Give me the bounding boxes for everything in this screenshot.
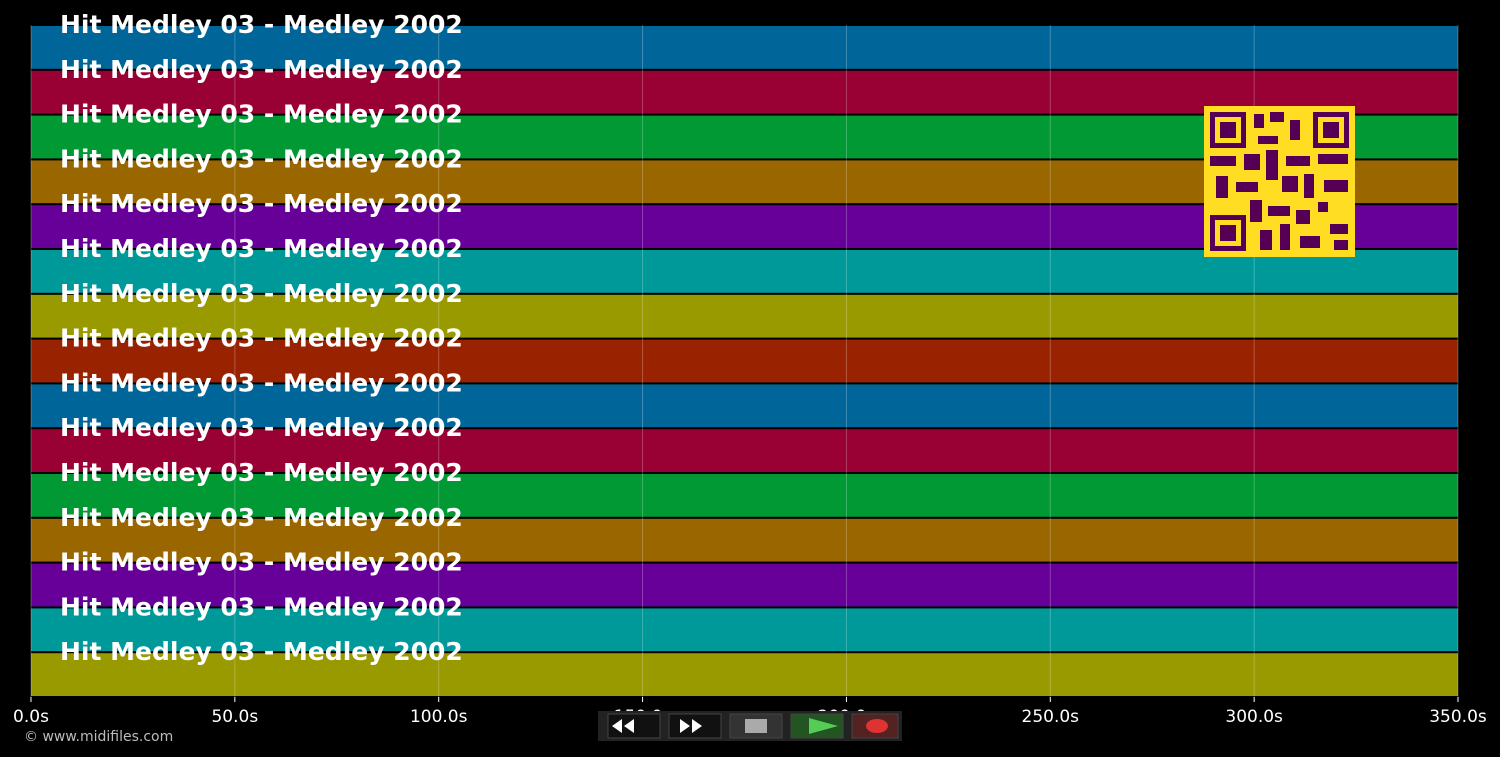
track-title: Hit Medley 03 - Medley 2002 xyxy=(60,592,463,621)
track-band xyxy=(31,518,1458,562)
track-band xyxy=(31,474,1458,517)
tick-label: 250.0s xyxy=(1022,707,1080,727)
track-title: Hit Medley 03 - Medley 2002 xyxy=(60,10,463,39)
transport-controls xyxy=(598,711,902,741)
record-button[interactable] xyxy=(851,713,899,739)
track-title: Hit Medley 03 - Medley 2002 xyxy=(60,503,463,532)
track-title: Hit Medley 03 - Medley 2002 xyxy=(60,55,463,84)
tick-label: 350.0s xyxy=(1429,707,1487,727)
track-title: Hit Medley 03 - Medley 2002 xyxy=(60,189,463,218)
track-band xyxy=(31,608,1458,652)
time-grid xyxy=(30,25,1459,697)
track-band xyxy=(31,563,1458,607)
track-band xyxy=(31,294,1458,338)
tick-label: 50.0s xyxy=(211,707,258,727)
track-title: Hit Medley 03 - Medley 2002 xyxy=(60,413,463,442)
track-title: Hit Medley 03 - Medley 2002 xyxy=(60,368,463,397)
qr-code xyxy=(1204,106,1355,257)
play-button[interactable] xyxy=(790,713,844,739)
track-title: Hit Medley 03 - Medley 2002 xyxy=(60,324,463,353)
track-band xyxy=(31,384,1458,428)
copyright: © www.midifiles.com xyxy=(24,729,173,745)
forward-button[interactable] xyxy=(668,713,722,739)
track-title: Hit Medley 03 - Medley 2002 xyxy=(60,637,463,666)
stop-button[interactable] xyxy=(729,713,783,739)
track-titles: Hit Medley 03 - Medley 2002 Hit Medley 03… xyxy=(60,10,463,666)
track-title: Hit Medley 03 - Medley 2002 xyxy=(60,458,463,487)
track-title: Hit Medley 03 - Medley 2002 xyxy=(60,548,463,577)
track-band xyxy=(31,26,1458,69)
rewind-button[interactable] xyxy=(607,713,661,739)
track-title: Hit Medley 03 - Medley 2002 xyxy=(60,279,463,308)
track-title: Hit Medley 03 - Medley 2002 xyxy=(60,144,463,173)
track-band xyxy=(31,339,1458,383)
tick-label: 100.0s xyxy=(410,707,468,727)
track-band xyxy=(31,250,1458,293)
track-title: Hit Medley 03 - Medley 2002 xyxy=(60,100,463,129)
tick-label: 0.0s xyxy=(13,707,49,727)
track-title: Hit Medley 03 - Medley 2002 xyxy=(60,234,463,263)
track-band xyxy=(31,653,1458,696)
tick-label: 300.0s xyxy=(1225,707,1283,727)
track-band xyxy=(31,429,1458,472)
